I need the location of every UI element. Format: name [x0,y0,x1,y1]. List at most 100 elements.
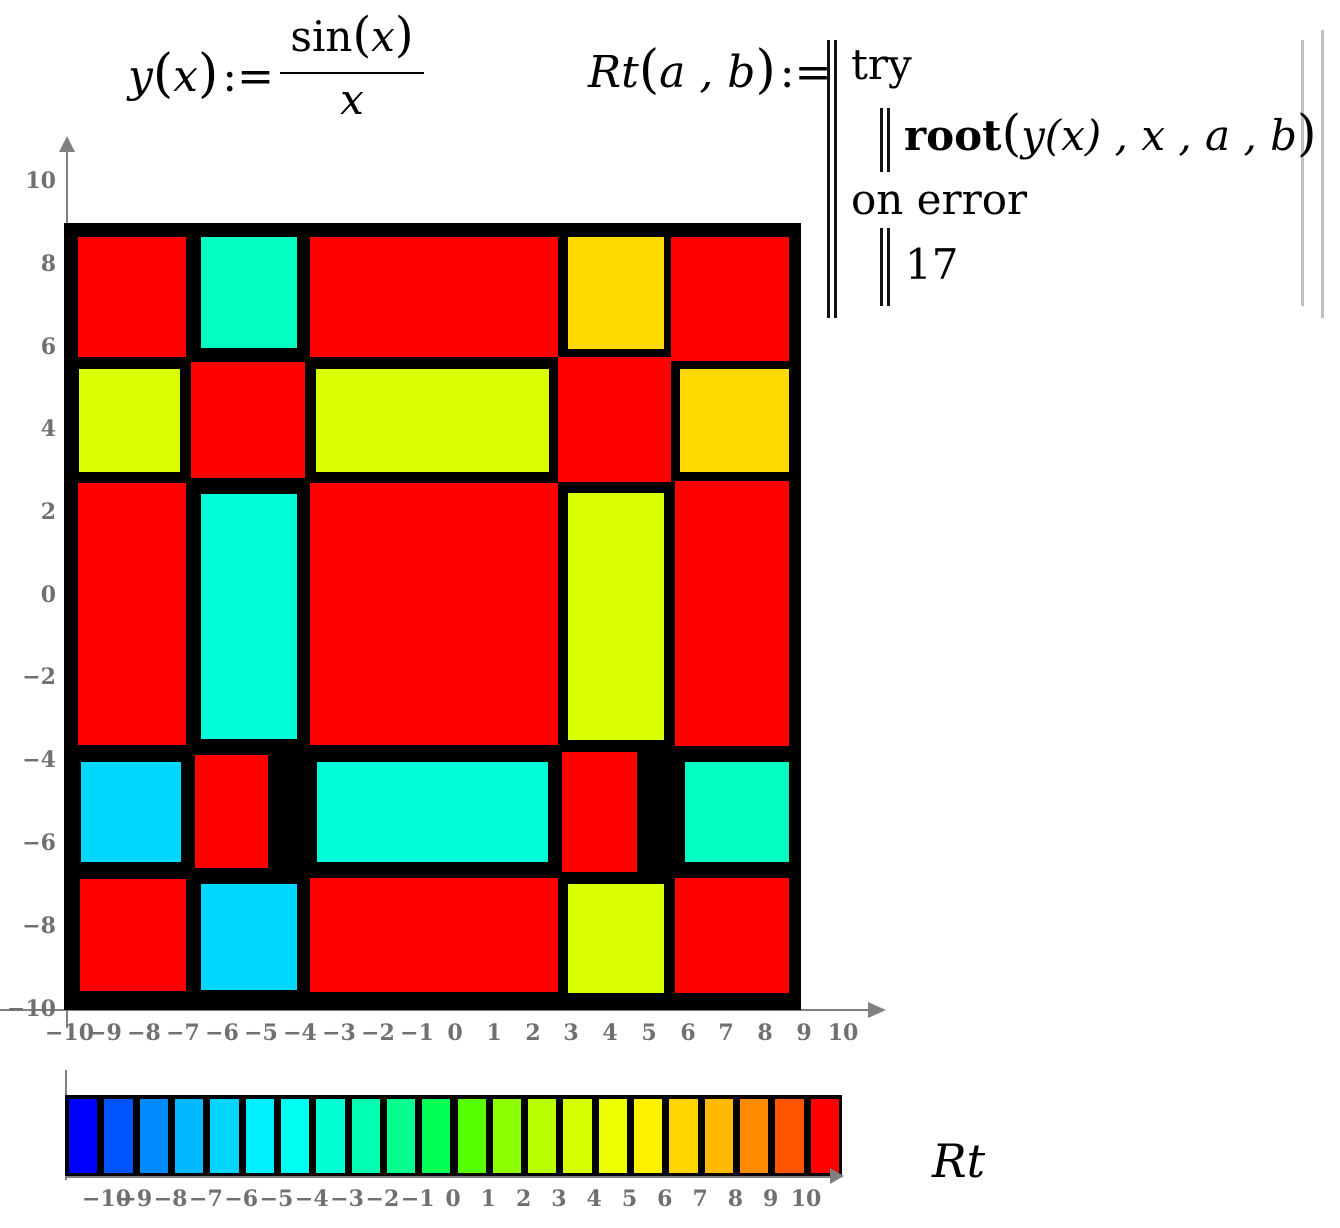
heatmap-cell [316,369,549,472]
y-tick: 4 [40,416,56,442]
x-tick: 8 [757,1020,773,1046]
colorbar [65,1095,842,1177]
colorbar-swatch [386,1099,416,1173]
colorbar-swatch [245,1099,274,1173]
colorbar-tick: 3 [551,1186,567,1212]
try-keyword: try [851,40,912,89]
heatmap-cell [568,493,664,740]
colorbar-tick: 2 [515,1186,532,1212]
x-tick: 10 [827,1020,859,1046]
colorbar-tick: −7 [189,1186,223,1212]
heatmap-cell [80,879,186,991]
heatmap-cell [675,878,789,993]
x-tick: −9 [88,1020,122,1046]
root-args: y(x) , x , a , b [1021,111,1298,160]
y-tick: −8 [22,913,56,939]
heatmap-cell [81,762,181,862]
paren-open: ( [352,7,372,63]
x-axis-arrow-icon [868,1002,886,1018]
y-function-definition[interactable]: y(x):= [128,44,274,104]
colorbar-tick: −3 [330,1186,364,1212]
try-body-expression[interactable]: root(y(x) , x , a , b) [904,104,1317,162]
fraction: sin(x) x [280,8,424,126]
y-tick: 0 [40,582,56,608]
colorbar-tick: −5 [259,1186,294,1212]
fraction-numerator: sin(x) [280,8,424,64]
x-tick: −7 [166,1020,200,1046]
colorbar-swatch [174,1099,204,1173]
colorbar-swatch [563,1099,592,1173]
colorbar-tick: 6 [657,1186,673,1212]
heatmap-cell [78,483,186,745]
program-bar-outer-right [834,40,837,318]
heatmap-cell [562,752,637,872]
x-tick: −2 [361,1020,395,1046]
try-body-bar-right [887,108,890,172]
error-body-bar-right [887,228,890,306]
heatmap-cell [310,878,558,992]
colorbar-arrow-icon [830,1168,844,1184]
x-tick: −10 [45,1020,95,1046]
on-error-keyword: on error [851,175,1028,224]
heatmap-cell [558,357,671,482]
paren-open: ( [638,40,660,100]
x-tick: −6 [205,1020,239,1046]
rt-function-definition[interactable]: Rt(a , b):= [588,40,831,100]
heatmap-cell [310,483,558,745]
y-axis-arrow-icon [59,136,75,152]
try-body-bar-left [880,108,883,172]
colorbar-swatch [457,1099,486,1173]
colorbar-tick: −4 [294,1186,329,1212]
x-tick: 1 [486,1020,502,1046]
colorbar-scale-line [65,1176,835,1178]
colorbar-swatch [492,1099,522,1173]
colorbar-swatch [528,1099,557,1173]
heatmap-plot-area[interactable] [64,223,801,1010]
heatmap-cell [310,237,558,357]
colorbar-tick: −9 [118,1186,153,1212]
colorbar-swatch [422,1099,451,1173]
y-tick: −6 [22,830,56,856]
y-tick: 2 [40,499,56,525]
colorbar-tick: −2 [365,1186,400,1212]
root-func: root [904,111,1002,160]
colorbar-swatch [69,1099,98,1173]
x-tick: −1 [400,1020,434,1046]
paren-open: ( [152,44,174,104]
colorbar-swatch [351,1099,380,1173]
heatmap-cell [568,237,664,349]
paren-close: ) [755,40,776,100]
heatmap-cell [317,762,548,862]
y-func-arg: x [173,51,198,102]
x-tick: −3 [322,1020,356,1046]
heatmap-cell [685,762,789,862]
rt-func-name: Rt [588,47,639,98]
heatmap-cell [568,884,664,993]
sin-arg: x [371,12,395,61]
heatmap-cell [201,884,297,990]
program-bar-outer-left [827,40,830,318]
y-tick: −2 [22,664,56,690]
colorbar-swatch [704,1099,734,1173]
y-tick: 10 [25,168,56,194]
fraction-bar [280,72,424,74]
colorbar-swatch [634,1099,663,1173]
assign-operator: := [779,47,832,98]
colorbar-swatch [210,1099,239,1173]
y-tick: 6 [40,334,56,360]
x-tick: 5 [641,1020,657,1046]
colorbar-tick: 1 [480,1186,496,1212]
colorbar-swatch [598,1099,628,1173]
colorbar-tick: 7 [692,1186,708,1212]
colorbar-tick: 8 [727,1186,744,1212]
paren-open: ( [1001,104,1022,162]
heatmap-cell [675,481,789,746]
x-tick: 9 [796,1020,812,1046]
colorbar-tick: 10 [790,1186,822,1212]
colorbar-tick: −6 [224,1186,259,1212]
y-tick: 8 [40,251,56,277]
error-body-bar-left [880,228,883,306]
error-value: 17 [905,240,959,289]
y-func-name: y [128,51,153,102]
x-tick: −8 [127,1020,161,1046]
